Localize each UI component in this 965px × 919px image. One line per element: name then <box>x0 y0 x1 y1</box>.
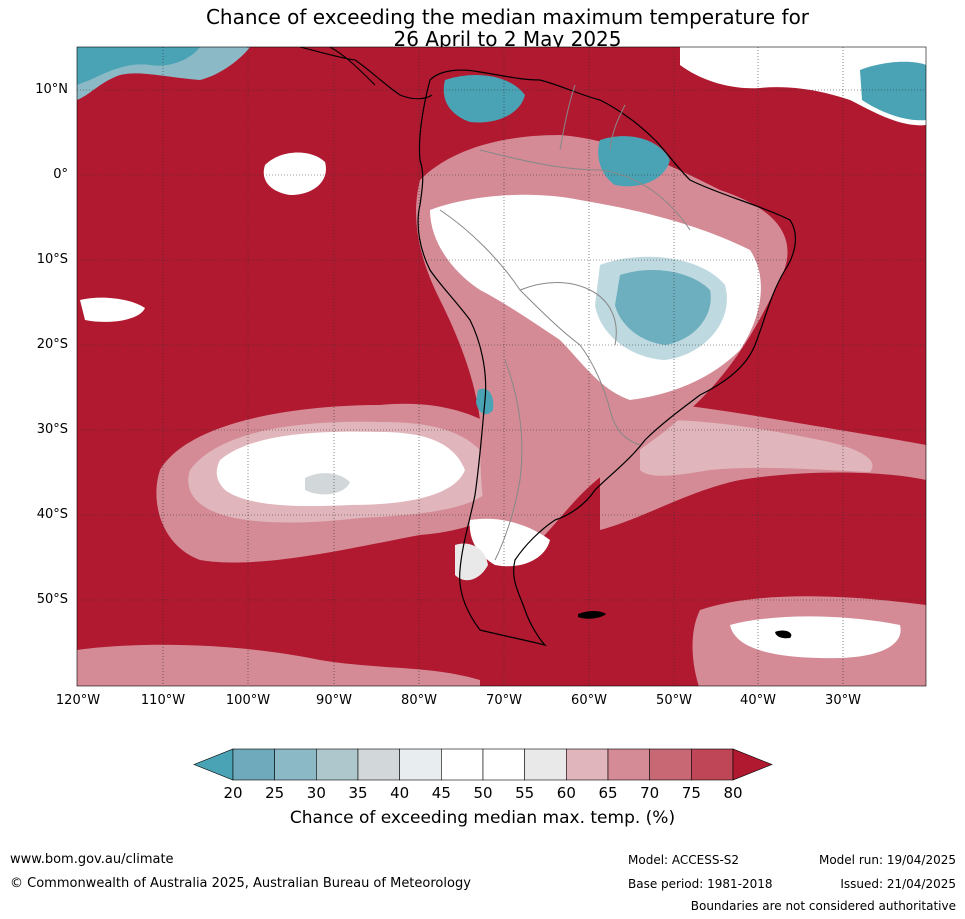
lon-label-100w: 100°W <box>225 693 271 708</box>
footer-model: Model: ACCESS-S2 <box>628 853 740 867</box>
central-america-coastline <box>299 47 433 100</box>
patagonia-pale <box>455 543 488 581</box>
southern-cone-neutral <box>469 518 550 567</box>
map-title-line2: 26 April to 2 May 2025 <box>393 27 622 51</box>
colorbar-cell <box>649 748 692 781</box>
lat-label-30s: 30°S <box>36 422 68 437</box>
lon-label-60w: 60°W <box>571 693 607 708</box>
south-america-coastline <box>417 69 797 647</box>
footer-disclaimer: Boundaries are not considered authoritat… <box>690 899 956 913</box>
colorbar-tick-label: 65 <box>598 784 618 802</box>
colorbar-tick-label: 30 <box>306 784 326 802</box>
footer-model-run: Model run: 19/04/2025 <box>818 853 956 867</box>
colorbar-tick-label: 40 <box>390 784 410 802</box>
colorbar-cell <box>316 748 359 781</box>
brazil-cool-halo <box>595 256 727 360</box>
country-borders <box>439 84 691 561</box>
colorbar-tick-label: 20 <box>223 784 243 802</box>
footer-website: www.bom.gov.au/climate <box>10 852 174 867</box>
footer-copyright: © Commonwealth of Australia 2025, Austra… <box>10 876 471 891</box>
colorbar-tick-label: 70 <box>640 784 660 802</box>
northeast-pacific-cool-core <box>77 47 200 85</box>
lon-label-40w: 40°W <box>740 693 776 708</box>
colorbar-tick-label: 35 <box>348 784 368 802</box>
south-atlantic-neutral-patch <box>730 616 901 659</box>
central-atlantic-cool-patch <box>680 47 926 126</box>
south-pacific-grey-patch <box>305 473 350 495</box>
colorbar-cell <box>607 748 650 781</box>
lon-label-70w: 70°W <box>486 693 522 708</box>
pacific-neutral-patch <box>80 297 145 322</box>
colorbar-cell <box>357 748 400 781</box>
lat-label-0: 0° <box>53 167 68 182</box>
venezuela-cool-patch <box>443 75 525 123</box>
footer-base-period: Base period: 1981-2018 <box>628 877 773 891</box>
lon-label-90w: 90°W <box>316 693 352 708</box>
colorbar-cell <box>482 748 525 781</box>
southern-ocean-pale-band <box>77 644 480 686</box>
lon-label-120w: 120°W <box>55 693 101 708</box>
lon-label-50w: 50°W <box>656 693 692 708</box>
colorbar-cell <box>691 748 734 781</box>
lon-label-30w: 30°W <box>825 693 861 708</box>
colorbar-tick-label: 75 <box>681 784 701 802</box>
colorbar-extend-low <box>193 748 234 781</box>
footer-issued: Issued: 21/04/2025 <box>840 877 956 891</box>
colorbar-cell <box>524 748 567 781</box>
colorbar-cell <box>232 748 275 781</box>
colorbar-tick-label: 55 <box>515 784 535 802</box>
lat-label-20s: 20°S <box>36 337 68 352</box>
colorbar-cell <box>441 748 484 781</box>
graticule <box>77 47 926 686</box>
colorbar-label: Chance of exceeding median max. temp. (%… <box>289 808 676 828</box>
colorbar-tick-label: 45 <box>431 784 451 802</box>
colorbar-extend-high <box>732 748 773 781</box>
lat-label-10s: 10°S <box>36 252 68 267</box>
colorbar-tick-label: 25 <box>265 784 285 802</box>
colorbar-tick-label: 50 <box>473 784 493 802</box>
atlantic-cool-core <box>860 61 926 121</box>
lat-label-10n: 10°N <box>35 82 68 97</box>
colorbar-tick-label: 60 <box>556 784 576 802</box>
lat-label-50s: 50°S <box>36 592 68 607</box>
colorbar-cell <box>399 748 442 781</box>
south-atlantic-pale-band <box>640 419 873 476</box>
map-title-line1: Chance of exceeding the median maximum t… <box>205 5 810 29</box>
galapagos-neutral-patch <box>263 152 326 195</box>
lon-label-110w: 110°W <box>140 693 186 708</box>
lat-label-40s: 40°S <box>36 507 68 522</box>
lon-label-80w: 80°W <box>401 693 437 708</box>
colorbar-cell <box>274 748 317 781</box>
colorbar-tick-label: 80 <box>723 784 743 802</box>
south-georgia <box>775 630 792 639</box>
south-pacific-neutral-zone <box>216 431 465 507</box>
colorbar-cell <box>566 748 609 781</box>
guiana-cool-patch <box>598 136 670 187</box>
map-frame <box>76 46 927 687</box>
falkland-islands <box>578 611 606 619</box>
